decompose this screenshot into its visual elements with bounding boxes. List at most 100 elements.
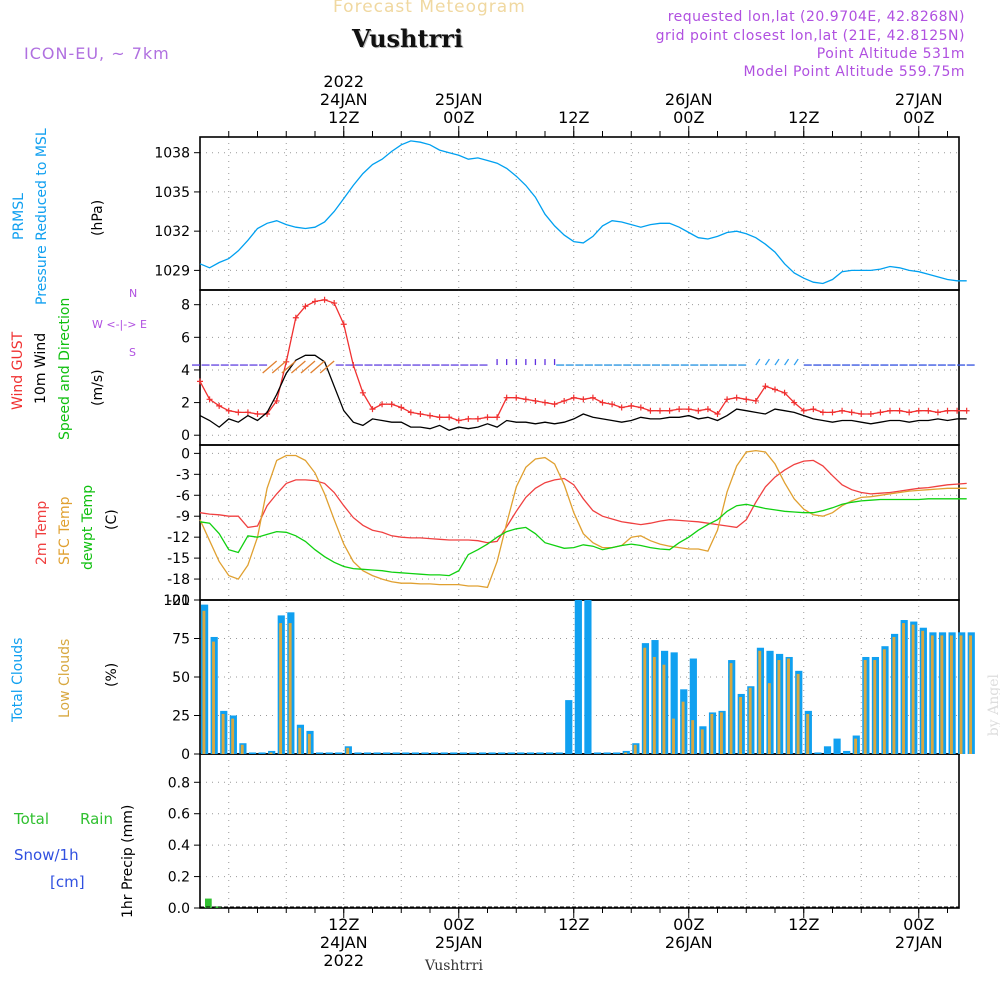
clouds-unit-label: (%): [104, 662, 120, 687]
low-clouds-bar: [777, 660, 781, 754]
total-clouds-bar: [450, 752, 458, 754]
wind-line: [199, 354, 967, 432]
low-clouds-bar: [729, 663, 733, 754]
model-altitude: Model Point Altitude 559.75m: [743, 64, 965, 80]
gust-marker: [676, 406, 683, 413]
low-clouds-bar: [202, 610, 206, 754]
footer-location: Vushtrri: [425, 958, 483, 974]
y-tick-label: 0: [181, 446, 190, 462]
time-label-top: 00Z: [673, 108, 704, 127]
low-clouds-bar: [863, 660, 867, 754]
gust-marker: [848, 409, 855, 416]
low-clouds-bar: [652, 656, 656, 754]
temp-dewpt-line: [199, 498, 967, 577]
y-tick-label: 1035: [154, 185, 190, 201]
product-title: Forecast Meteogram: [333, 0, 526, 17]
total-clouds-bar: [670, 652, 678, 754]
y-tick-label: 4: [181, 363, 190, 379]
total-clouds-bar: [593, 752, 602, 754]
low-clouds-label: Low Clouds: [57, 638, 73, 718]
total-clouds-bar: [402, 752, 410, 754]
y-tick-label: 0.4: [168, 838, 190, 854]
gust-marker: [695, 407, 702, 414]
low-clouds-bar: [902, 623, 905, 754]
gust-marker: [609, 401, 616, 408]
total-clouds-bar: [823, 746, 832, 754]
y-tick-label: 100: [163, 593, 190, 609]
gust-marker: [781, 389, 788, 396]
location-title: Vushtrri: [352, 24, 463, 53]
wind-speed-direction-label: Speed and Direction: [57, 297, 73, 440]
wind-direction-arrow: [784, 358, 790, 366]
total-clouds-label: Total Clouds: [10, 637, 26, 722]
y-tick-label: 25: [172, 709, 190, 725]
time-label-bottom: 25JAN: [435, 933, 483, 952]
y-tick-label: -9: [176, 509, 190, 525]
gust-marker: [580, 396, 587, 403]
total-clouds-bar: [555, 752, 563, 754]
y-tick-label: 0.6: [168, 807, 190, 823]
panel-frame: [199, 136, 960, 291]
wind-direction-arrow: [300, 360, 316, 374]
gust-marker: [628, 402, 635, 409]
gust-marker: [618, 404, 625, 411]
low-clouds-bar: [633, 744, 637, 754]
wind-direction-arrow: [310, 360, 326, 374]
gust-marker: [963, 407, 970, 414]
y-tick-label: 50: [172, 670, 190, 686]
gust-marker: [379, 401, 386, 408]
total-clouds-bar: [363, 752, 372, 754]
gust-marker: [465, 415, 472, 422]
y-tick-label: 1029: [154, 263, 190, 279]
gust-marker: [896, 407, 903, 414]
wind-direction-arrow: [262, 360, 278, 374]
low-clouds-bar: [672, 718, 675, 754]
gust-marker: [388, 401, 395, 408]
gust-marker: [839, 407, 846, 414]
total-clouds-bar: [373, 752, 381, 754]
low-clouds-bar: [882, 649, 886, 754]
gust-marker: [714, 411, 721, 417]
compass-west-east: W <-|-> E: [92, 318, 147, 331]
low-clouds-bar: [911, 624, 915, 754]
gust-marker: [906, 409, 913, 416]
gust-marker: [819, 409, 826, 416]
gust-marker: [666, 407, 673, 414]
rain-bar: [214, 906, 222, 908]
gust-marker: [417, 411, 424, 417]
precip-snow-unit-label: [cm]: [50, 873, 85, 891]
total-clouds-bar: [526, 752, 535, 754]
low-clouds-bar: [298, 727, 302, 754]
low-clouds-bar: [873, 660, 877, 754]
low-clouds-bar: [240, 744, 244, 754]
total-clouds-bar: [546, 752, 554, 754]
gust-marker: [235, 409, 242, 416]
y-tick-label: -3: [176, 467, 190, 483]
gust-marker: [446, 414, 453, 421]
low-clouds-bar: [288, 623, 292, 754]
y-tick-label: 0.8: [168, 775, 190, 791]
y-tick-label: 0: [181, 428, 190, 444]
total-clouds-bar: [843, 750, 851, 754]
gust-marker: [494, 414, 501, 421]
total-clouds-bar: [440, 752, 448, 754]
gust-marker: [762, 383, 769, 390]
wind-direction-arrow: [281, 360, 297, 374]
time-label-bottom: 27JAN: [895, 933, 943, 952]
total-clouds-bar: [383, 752, 391, 754]
low-clouds-bar: [269, 752, 273, 754]
grid-point-coords: grid point closest lon,lat (21E, 42.8125…: [655, 28, 965, 44]
low-clouds-bar: [681, 701, 685, 754]
y-tick-label: -15: [167, 551, 190, 567]
temp-2m-label: 2m Temp: [34, 500, 50, 565]
compass-south: S: [129, 346, 136, 359]
gust-marker: [321, 296, 328, 303]
gust-marker: [791, 399, 798, 406]
low-clouds-bar: [212, 641, 215, 754]
gust-marker: [867, 411, 874, 417]
time-label-top: 26JAN: [665, 90, 713, 109]
low-clouds-bar: [940, 635, 944, 754]
y-tick-label: -18: [167, 572, 190, 588]
time-label-top: 12Z: [788, 108, 819, 127]
low-clouds-bar: [710, 713, 714, 754]
